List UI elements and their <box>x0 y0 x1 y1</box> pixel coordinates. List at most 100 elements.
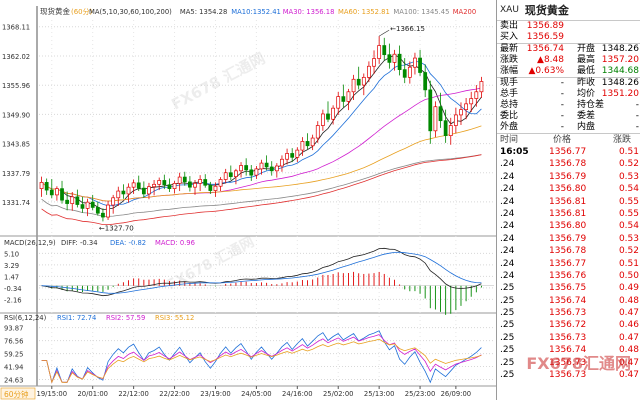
ticker-header-time: 时间 <box>500 135 519 145</box>
ticker-row[interactable]: .25 1356.74 0.48 <box>497 344 640 356</box>
ticker-row[interactable]: 16:05 1356.77 0.51 <box>497 146 640 158</box>
time-axis-labels: 19/15:00 20/01:00 22/12:00 22/22:00 23/19:00… <box>37 386 471 398</box>
ma-legend: MA(5,10,30,60,100,200) MA5: 1354.28 MA10:1… <box>89 8 476 16</box>
ticker-row[interactable]: .24 1356.78 0.52 <box>497 158 640 170</box>
ticker-row[interactable]: .24 1356.79 0.53 <box>497 171 640 183</box>
quote-header: XAU 现货黄金 <box>497 0 640 21</box>
price-legend: 现货黄金 (60分) <box>40 6 93 16</box>
time-tick-label: 24/16:00 <box>282 390 313 398</box>
candlestick-series <box>39 36 484 222</box>
candle-body <box>392 53 397 63</box>
ticker-row[interactable]: .25 1356.73 0.47 <box>497 357 640 369</box>
quote-label: 内盘 <box>577 122 596 132</box>
candle-body <box>193 182 197 188</box>
candle-body <box>448 125 453 136</box>
quote-value: - <box>635 122 639 132</box>
candle-body <box>172 182 177 189</box>
candle-body <box>90 201 95 208</box>
ticker-row[interactable]: .25 1356.75 0.49 <box>497 282 640 294</box>
period-badge[interactable]: 60分钟 <box>0 387 36 400</box>
candle-body <box>264 162 269 168</box>
legend-item: RSI2: 57.59 <box>106 314 145 322</box>
time-tick-label: 24/05:00 <box>241 390 272 398</box>
candle-body <box>167 184 172 189</box>
ticker-row[interactable]: .24 1356.81 0.55 <box>497 196 640 208</box>
period-badge-box[interactable] <box>0 387 36 400</box>
ticker-row[interactable]: .24 1356.80 0.54 <box>497 183 640 195</box>
candle-body <box>387 54 392 63</box>
quote-label: 最低 <box>577 66 596 76</box>
ticker-time: .24 <box>500 246 515 257</box>
ticker-row[interactable]: .25 1356.73 0.47 <box>497 307 640 319</box>
candle-body <box>55 188 59 196</box>
legend-item: RSI(6,12,24) <box>4 314 47 322</box>
candle-body <box>469 98 474 105</box>
quote-row: 最新 1356.74 开盘 1348.26 <box>497 43 640 55</box>
ticker-price: 1356.74 <box>549 295 587 306</box>
candle-body <box>116 190 121 199</box>
candle-body <box>285 153 289 160</box>
ticker-row[interactable]: .24 1356.78 0.52 <box>497 245 640 257</box>
macd-tick-label: -0.34 <box>4 285 22 293</box>
candle-body <box>141 187 146 195</box>
ticker-row[interactable]: .25 1356.73 0.47 <box>497 369 640 381</box>
candle-body <box>239 165 243 172</box>
ticker-price: 1356.73 <box>549 370 587 381</box>
quote-label: 最新 <box>500 44 519 54</box>
period-badge-label[interactable]: 60分钟 <box>4 389 29 399</box>
ticker-change: 0.51 <box>618 147 639 157</box>
ticker-change: 0.49 <box>618 283 639 294</box>
ticker-row[interactable]: .24 1356.81 0.55 <box>497 208 640 220</box>
ticker-list[interactable]: 16:05 1356.77 0.51 .24 1356.78 0.52 .24 1356.79… <box>497 146 640 381</box>
candle-body <box>147 186 151 195</box>
ticker-change: 0.55 <box>618 196 639 207</box>
quote-value: 1348.26 <box>601 44 639 54</box>
price-tick-label: 1355.96 <box>2 82 30 90</box>
quote-label: 最高 <box>577 55 596 65</box>
candle-body <box>223 172 228 180</box>
ticker-change: 0.54 <box>618 184 639 195</box>
ticker-time: .25 <box>500 308 515 319</box>
quote-row: 总手 - 均价 1351.20 <box>497 89 640 100</box>
candle-body <box>198 179 203 184</box>
price-tick-label: 1343.85 <box>2 141 30 149</box>
quote-value: ▲0.63% <box>528 66 564 76</box>
quote-value: ▲8.48 <box>537 55 564 65</box>
candle-body <box>60 188 64 201</box>
grid-layer <box>39 20 494 383</box>
ticker-header-change: 涨跌 <box>613 135 632 145</box>
ma-legend-item: MA60: 1352.81 <box>338 8 390 16</box>
ticker-change: 0.53 <box>618 233 639 244</box>
ticker-price: 1356.81 <box>549 208 587 219</box>
quote-value: - <box>560 100 564 110</box>
ticker-row[interactable]: .24 1356.77 0.51 <box>497 258 640 270</box>
candle-body <box>162 180 167 186</box>
ticker-row[interactable]: .24 1356.79 0.53 <box>497 233 640 245</box>
price-annotations: ←1366.15 ←1327.70 <box>99 25 425 232</box>
quote-label: 委比 <box>500 111 519 121</box>
ticker-row[interactable]: .25 1356.74 0.48 <box>497 295 640 307</box>
quote-label: 涨幅 <box>500 66 519 76</box>
ticker-row[interactable]: .24 1356.76 0.50 <box>497 270 640 282</box>
ticker-row[interactable]: .25 1356.73 0.47 <box>497 332 640 344</box>
candle-body <box>131 182 136 188</box>
candle-body <box>70 196 75 204</box>
candle-body <box>39 182 44 189</box>
chart-canvas[interactable]: 现货黄金 (60分) MA(5,10,30,60,100,200) MA5: 13… <box>0 0 496 400</box>
quote-label: 买入 <box>500 32 519 42</box>
candle-body <box>269 166 274 172</box>
quote-value: - <box>560 122 564 132</box>
ticker-row[interactable]: .25 1356.72 0.46 <box>497 319 640 331</box>
ticker-time: .25 <box>500 295 515 306</box>
ticker-row[interactable]: .24 1356.80 0.54 <box>497 220 640 232</box>
ticker-change: 0.47 <box>618 332 639 343</box>
quote-label: 卖出 <box>500 21 519 31</box>
quote-value: 1344.68 <box>601 66 639 76</box>
ticker-price: 1356.81 <box>549 196 587 207</box>
ma-legend-item: MA200 <box>453 8 477 16</box>
chart-area[interactable]: 现货黄金 (60分) MA(5,10,30,60,100,200) MA5: 13… <box>0 0 496 400</box>
candle-body <box>433 106 438 132</box>
quote-value: 1351.20 <box>601 89 639 99</box>
macd-tick-label: -2.16 <box>4 296 22 304</box>
legend-item: DIFF: -0.34 <box>61 239 98 247</box>
